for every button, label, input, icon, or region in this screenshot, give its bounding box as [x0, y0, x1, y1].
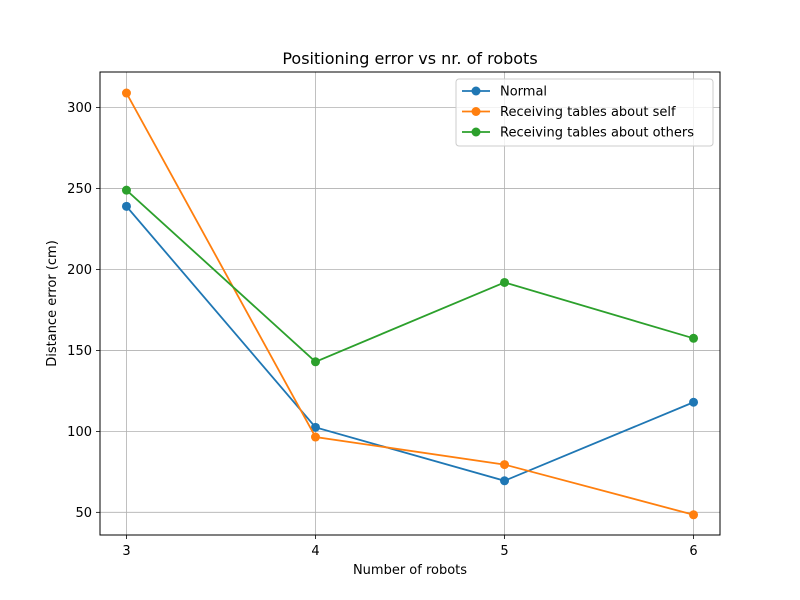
data-point	[310, 422, 320, 432]
y-axis-label: Distance error (cm)	[45, 240, 60, 367]
data-point	[121, 185, 131, 195]
data-point	[689, 333, 699, 343]
y-tick-label: 50	[75, 506, 92, 521]
data-point	[500, 277, 510, 287]
y-tick-label: 300	[67, 101, 92, 116]
y-tick-label: 200	[67, 263, 92, 278]
x-tick-label: 4	[311, 544, 319, 559]
legend-marker	[471, 107, 481, 116]
legend-label: Receiving tables about self	[500, 105, 676, 120]
chart-title: Positioning error vs nr. of robots	[282, 49, 537, 68]
data-point	[500, 460, 510, 470]
data-point	[689, 397, 699, 407]
x-tick-label: 3	[122, 544, 130, 559]
legend-label: Normal	[500, 85, 547, 100]
legend-marker	[471, 86, 481, 96]
series-2	[121, 88, 699, 520]
legend-marker	[471, 127, 481, 137]
legend-item: Receiving tables about self	[462, 105, 676, 120]
series-3	[121, 185, 699, 367]
data-point	[689, 510, 699, 520]
data-point	[310, 357, 320, 367]
legend-item: Normal	[462, 85, 547, 100]
legend-label: Receiving tables about others	[500, 126, 694, 141]
y-tick-label: 100	[67, 425, 92, 440]
data-point	[500, 476, 510, 486]
legend: Normal Receiving tables about self Receivi…	[455, 78, 714, 147]
y-tick-label: 250	[67, 182, 92, 197]
x-tick-label: 5	[500, 544, 508, 559]
x-tick-label: 6	[689, 544, 697, 559]
series-line	[125, 92, 694, 516]
legend-item: Receiving tables about others	[462, 126, 694, 141]
series-line	[125, 189, 694, 363]
data-point	[310, 432, 320, 442]
data-point	[121, 88, 131, 98]
x-axis-label: Number of robots	[353, 563, 467, 578]
y-axis-ticks: 50 100 150 200 250 300	[67, 101, 100, 521]
series-1	[121, 201, 699, 486]
plot-frame	[99, 71, 721, 536]
legend-box	[455, 78, 714, 147]
series-line	[125, 205, 694, 482]
y-tick-label: 150	[67, 344, 92, 359]
series-lines	[121, 88, 699, 520]
data-point	[121, 201, 131, 211]
x-axis-ticks: 3 4 5 6	[122, 535, 698, 559]
